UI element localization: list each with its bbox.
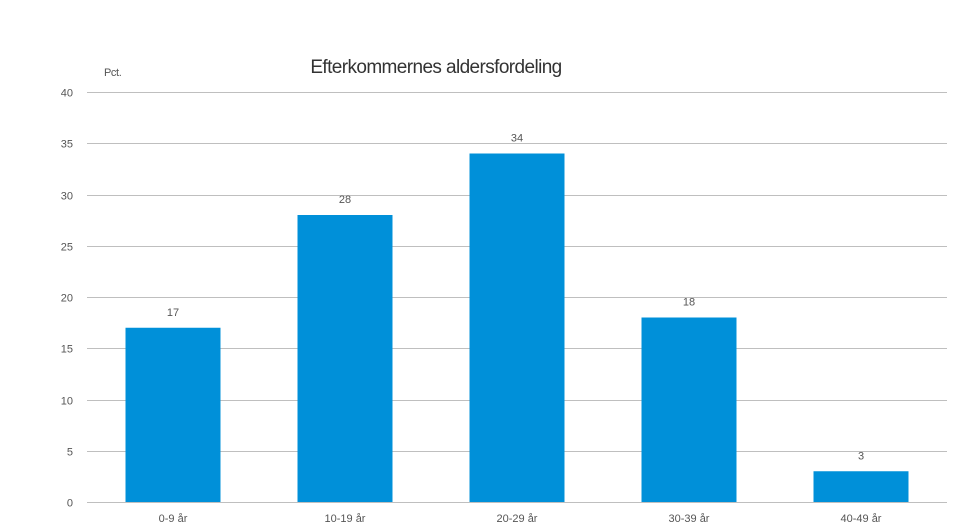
data-label-0: 17: [167, 307, 179, 319]
data-label-3: 18: [683, 297, 695, 309]
bar-4: [813, 471, 909, 502]
bar-2: [469, 153, 565, 502]
bar-1: [297, 215, 393, 502]
bars: [125, 153, 909, 502]
y-tick-label-1: 5: [67, 447, 73, 459]
y-tick-label-7: 35: [61, 139, 73, 151]
y-axis-unit-label: Pct.: [104, 67, 122, 79]
y-tick-label-0: 0: [67, 498, 73, 510]
data-label-2: 34: [511, 133, 523, 145]
y-tick-label-3: 15: [61, 344, 73, 356]
data-label-4: 3: [858, 450, 864, 462]
x-category-label-2: 20-29 år: [497, 513, 538, 525]
x-category-label-1: 10-19 år: [325, 513, 366, 525]
y-tick-label-5: 25: [61, 242, 73, 254]
y-axis-ticks: 0 5 10 15 20 25 30 35 40: [61, 88, 73, 510]
bar-0: [125, 327, 221, 502]
x-category-label-4: 40-49 år: [841, 513, 882, 525]
data-labels: 17 28 34 18 3: [167, 133, 864, 463]
x-axis-categories: 0-9 år 10-19 år 20-29 år 30-39 år 40-49 år: [159, 513, 882, 525]
y-tick-label-6: 30: [61, 191, 73, 203]
bar-3: [641, 317, 737, 502]
y-tick-label-8: 40: [61, 88, 73, 100]
chart-title: Efterkommernes aldersfordeling: [310, 57, 561, 78]
y-tick-label-4: 20: [61, 293, 73, 305]
x-category-label-3: 30-39 år: [669, 513, 710, 525]
y-tick-label-2: 10: [61, 396, 73, 408]
data-label-1: 28: [339, 194, 351, 206]
x-category-label-0: 0-9 år: [159, 513, 188, 525]
